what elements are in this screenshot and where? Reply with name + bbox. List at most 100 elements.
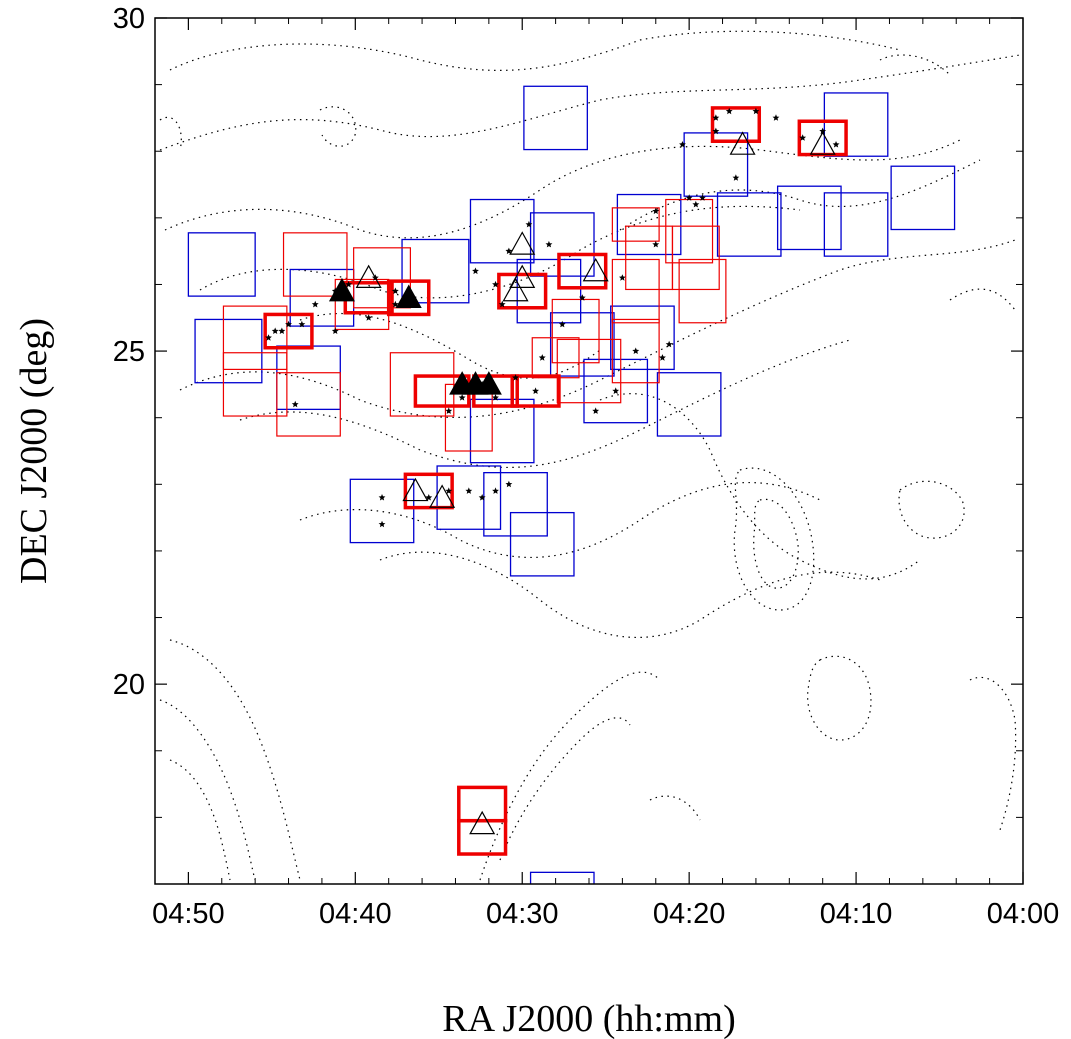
- filled-triangle-marker: [395, 284, 422, 308]
- contour-line: [879, 54, 951, 76]
- contour-line: [159, 54, 1021, 151]
- open-triangle-marker: [509, 264, 536, 288]
- blue-field-box: [187, 232, 256, 297]
- red-field-box-bold: [557, 252, 608, 290]
- red-field-box-bold: [263, 312, 314, 350]
- contour-line: [969, 676, 1017, 831]
- open-triangle-marker: [502, 277, 529, 302]
- contour-line: [239, 339, 851, 469]
- star-marker: [692, 200, 700, 208]
- blue-field-box: [656, 372, 722, 437]
- plot-frame: [154, 17, 1024, 885]
- red-field-box-bold: [497, 272, 548, 310]
- star-marker: [592, 407, 600, 414]
- star-marker: [772, 114, 780, 121]
- star-marker: [331, 327, 339, 334]
- filled-triangle-marker: [328, 277, 355, 302]
- red-field-box-bold: [710, 106, 762, 143]
- contour-line: [599, 393, 921, 580]
- red-field-box: [611, 207, 660, 242]
- red-field-box: [611, 318, 660, 384]
- star-marker: [619, 274, 626, 281]
- red-field-box: [276, 372, 341, 437]
- star-marker: [345, 280, 353, 288]
- open-triangle-marker: [429, 484, 456, 508]
- red-field-box: [222, 352, 288, 417]
- blue-field-box: [509, 511, 575, 577]
- star-marker: [391, 287, 399, 294]
- star-marker: [291, 400, 299, 408]
- blue-field-box: [523, 85, 588, 151]
- red-field-box-bold: [403, 472, 454, 510]
- contour-line: [169, 30, 901, 71]
- blue-field-box: [529, 871, 595, 884]
- star-marker: [578, 294, 586, 301]
- star-marker: [712, 114, 720, 121]
- blue-field-box: [349, 478, 415, 544]
- x-tick-label: 04:20: [653, 898, 726, 930]
- blue-field-box: [436, 465, 502, 530]
- tick-labels: 04:50 04:40 04:30 04:20 04:10 04:00 30 25 20: [113, 3, 1060, 930]
- observation-fields: [187, 85, 1071, 884]
- star-marker: [659, 354, 666, 361]
- contour-line: [753, 498, 799, 589]
- contour-lines: [159, 30, 1021, 881]
- blue-field-box: [529, 212, 595, 277]
- red-field-box: [551, 298, 600, 364]
- star-marker: [298, 320, 306, 328]
- star-marker: [699, 194, 706, 201]
- star-marker: [712, 127, 720, 135]
- star-marker: [265, 334, 272, 341]
- star-marker: [271, 327, 279, 334]
- star-marker: [652, 240, 660, 248]
- blue-field-box: [716, 192, 782, 257]
- red-field-box: [671, 225, 720, 291]
- red-field-box-bold: [386, 279, 431, 317]
- star-marker: [465, 487, 473, 494]
- red-field-box: [556, 338, 622, 404]
- star-marker: [278, 327, 286, 334]
- x-tick-label: 04:10: [820, 898, 893, 930]
- open-triangle-marker: [402, 477, 429, 502]
- contour-line: [949, 288, 1016, 311]
- open-triangle-marker: [582, 257, 609, 282]
- blue-field-box: [401, 238, 470, 304]
- star-marker: [685, 194, 693, 201]
- y-axis-title: DEC J2000 (deg): [13, 318, 55, 584]
- star-marker: [378, 520, 386, 528]
- blue-field-box: [823, 192, 889, 257]
- x-tick-label: 04:40: [319, 898, 392, 930]
- star-marker: [445, 487, 453, 494]
- source-markers: [265, 107, 840, 835]
- red-field-box-bold: [457, 818, 508, 856]
- star-marker: [612, 387, 620, 394]
- star-marker: [832, 141, 840, 148]
- contour-line: [319, 106, 357, 147]
- star-marker: [365, 314, 373, 321]
- star-marker: [311, 300, 319, 308]
- blue-field-box: [1045, 233, 1071, 296]
- star-marker: [725, 107, 733, 115]
- red-field-box: [222, 305, 288, 370]
- blue-field-box: [616, 193, 682, 256]
- red-field-box: [353, 247, 411, 309]
- star-marker: [498, 300, 506, 308]
- star-marker: [525, 220, 533, 228]
- open-triangle-marker: [809, 131, 836, 155]
- star-marker: [665, 340, 673, 348]
- open-triangle-marker: [469, 810, 496, 835]
- contour-line: [169, 759, 231, 881]
- contour-line: [499, 717, 631, 861]
- blue-field-box: [583, 358, 649, 424]
- blue-field-box: [610, 305, 675, 371]
- x-tick-label: 04:50: [152, 898, 225, 930]
- x-tick-label: 04:30: [486, 898, 559, 930]
- blue-field-box: [516, 258, 582, 324]
- axis-ticks: [155, 17, 1024, 885]
- contour-line: [807, 655, 872, 741]
- contour-line: [159, 699, 256, 881]
- contour-line: [159, 116, 182, 151]
- star-marker: [732, 174, 740, 181]
- red-field-box: [611, 258, 660, 324]
- open-triangle-marker: [729, 131, 756, 155]
